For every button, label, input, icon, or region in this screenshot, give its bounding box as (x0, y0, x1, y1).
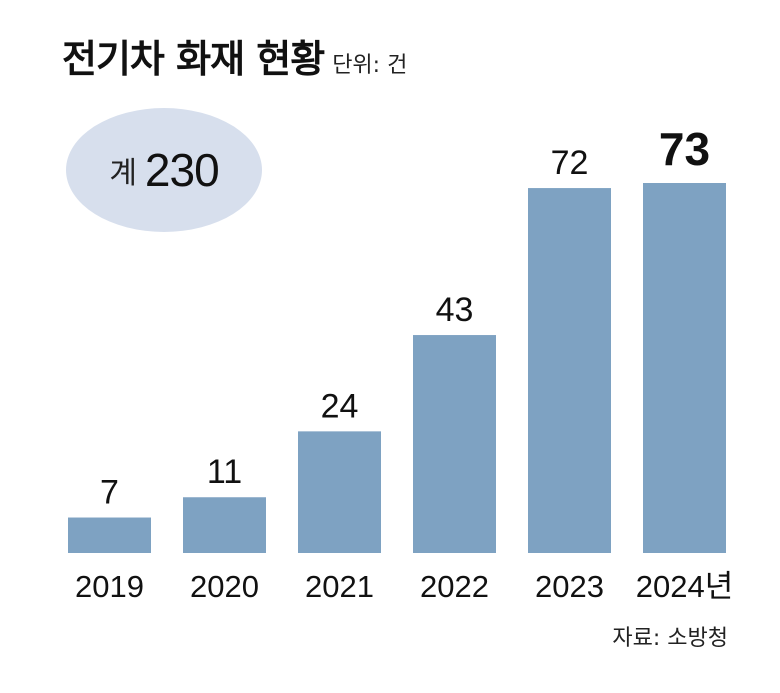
bar-2019 (68, 517, 151, 553)
total-badge: 계 230 (66, 108, 262, 232)
unit-label: 단위: 건 (332, 53, 408, 78)
total-prefix: 계 (109, 156, 137, 191)
value-label-2020: 11 (207, 453, 242, 491)
bar-2024년 (643, 183, 726, 553)
chart-title: 전기차 화재 현황 (62, 37, 325, 81)
bar-group (68, 183, 726, 554)
value-label-2019: 7 (100, 474, 119, 512)
category-label-2019: 2019 (75, 569, 144, 604)
source-note: 자료: 소방청 (612, 626, 728, 651)
value-label-2022: 43 (436, 291, 474, 329)
category-label-2022: 2022 (420, 569, 489, 604)
value-label-2023: 72 (551, 144, 589, 182)
category-label-2020: 2020 (190, 569, 259, 604)
total-value: 230 (144, 144, 220, 196)
bar-2023 (528, 188, 611, 554)
value-label-2021: 24 (321, 387, 359, 425)
category-label-2021: 2021 (305, 569, 374, 604)
value-label-group: 7 11 24 43 72 73 (100, 123, 710, 512)
bar-2020 (183, 497, 266, 553)
value-label-2024년: 73 (659, 123, 710, 175)
bar-2021 (298, 431, 381, 553)
chart-header: 전기차 화재 현황 단위: 건 (62, 28, 407, 83)
category-label-group: 2019 2020 2021 2022 2023 2024년 (75, 569, 733, 604)
bar-2022 (413, 335, 496, 553)
category-label-2024년: 2024년 (636, 569, 733, 604)
category-label-2023: 2023 (535, 569, 604, 604)
